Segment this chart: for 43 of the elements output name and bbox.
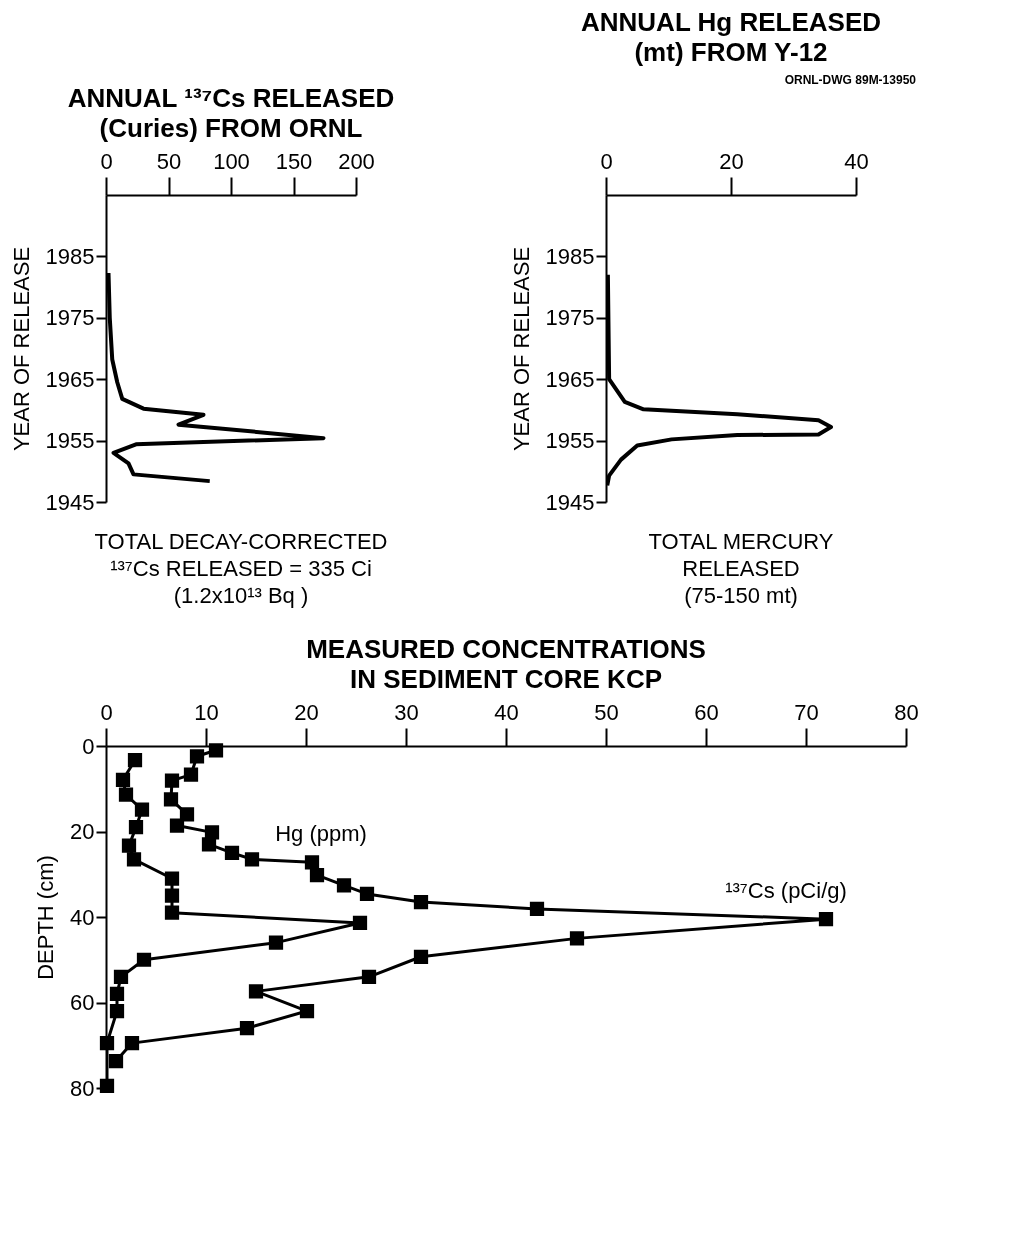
x-tick-label: 0 [100,148,113,174]
y-tick-label: 1985 [545,243,595,269]
y-axis-title: YEAR OF RELEASE [508,246,534,452]
y-tick-label: 1975 [545,305,595,331]
x-tick-label: 10 [194,699,219,725]
y-tick-label: 1985 [45,243,95,269]
x-tick-label: 0 [100,699,113,725]
y-tick-label: 1945 [45,489,95,515]
x-tick-label: 60 [694,699,719,725]
x-tick-label: 30 [394,699,419,725]
x-tick-label: 40 [844,148,869,174]
x-tick-label: 80 [894,699,919,725]
y-tick-label: 80 [70,1075,95,1101]
y-tick-label: 1955 [45,428,95,454]
x-tick-label: 200 [338,148,375,174]
text: ORNL-DWG 89M-13950 [784,73,917,87]
x-tick-label: 20 [294,699,319,725]
text: TOTAL MERCURY RELEASED (75-150 mt) [648,529,834,608]
y-tick-label: 1965 [545,366,595,392]
x-tick-label: 20 [719,148,744,174]
chart-title: ANNUAL Hg RELEASED (mt) FROM Y-12 [581,7,881,67]
y-axis-title: DEPTH (cm) [33,855,59,980]
x-tick-label: 50 [156,148,182,174]
chart-title: MEASURED CONCENTRATIONS IN SEDIMENT CORE KCP [306,634,706,694]
annotation: ¹³⁷Cs (pCi/g) [725,878,847,903]
y-tick-label: 1945 [545,489,595,515]
x-tick-label: 40 [494,699,519,725]
y-axis-title: YEAR OF RELEASE [8,246,34,452]
x-tick-label: 100 [213,148,250,174]
y-tick-label: 20 [70,819,95,844]
x-tick-label: 70 [794,699,819,725]
y-tick-label: 0 [82,733,95,759]
x-tick-label: 50 [594,699,619,725]
y-tick-label: 40 [70,904,95,930]
y-tick-label: 60 [70,990,95,1015]
chart-title: ANNUAL ¹³⁷Cs RELEASED (Curies) FROM ORNL [67,83,395,143]
annotation: Hg (ppm) [275,821,367,846]
x-tick-label: 0 [600,148,613,174]
y-tick-label: 1955 [545,428,595,454]
x-tick-label: 150 [275,148,313,174]
y-tick-label: 1975 [45,305,95,331]
text: TOTAL DECAY-CORRECTED ¹³⁷Cs RELEASED = 335 Ci (1.2x10¹³ Bq ) [94,529,388,608]
y-tick-label: 1965 [45,366,95,392]
